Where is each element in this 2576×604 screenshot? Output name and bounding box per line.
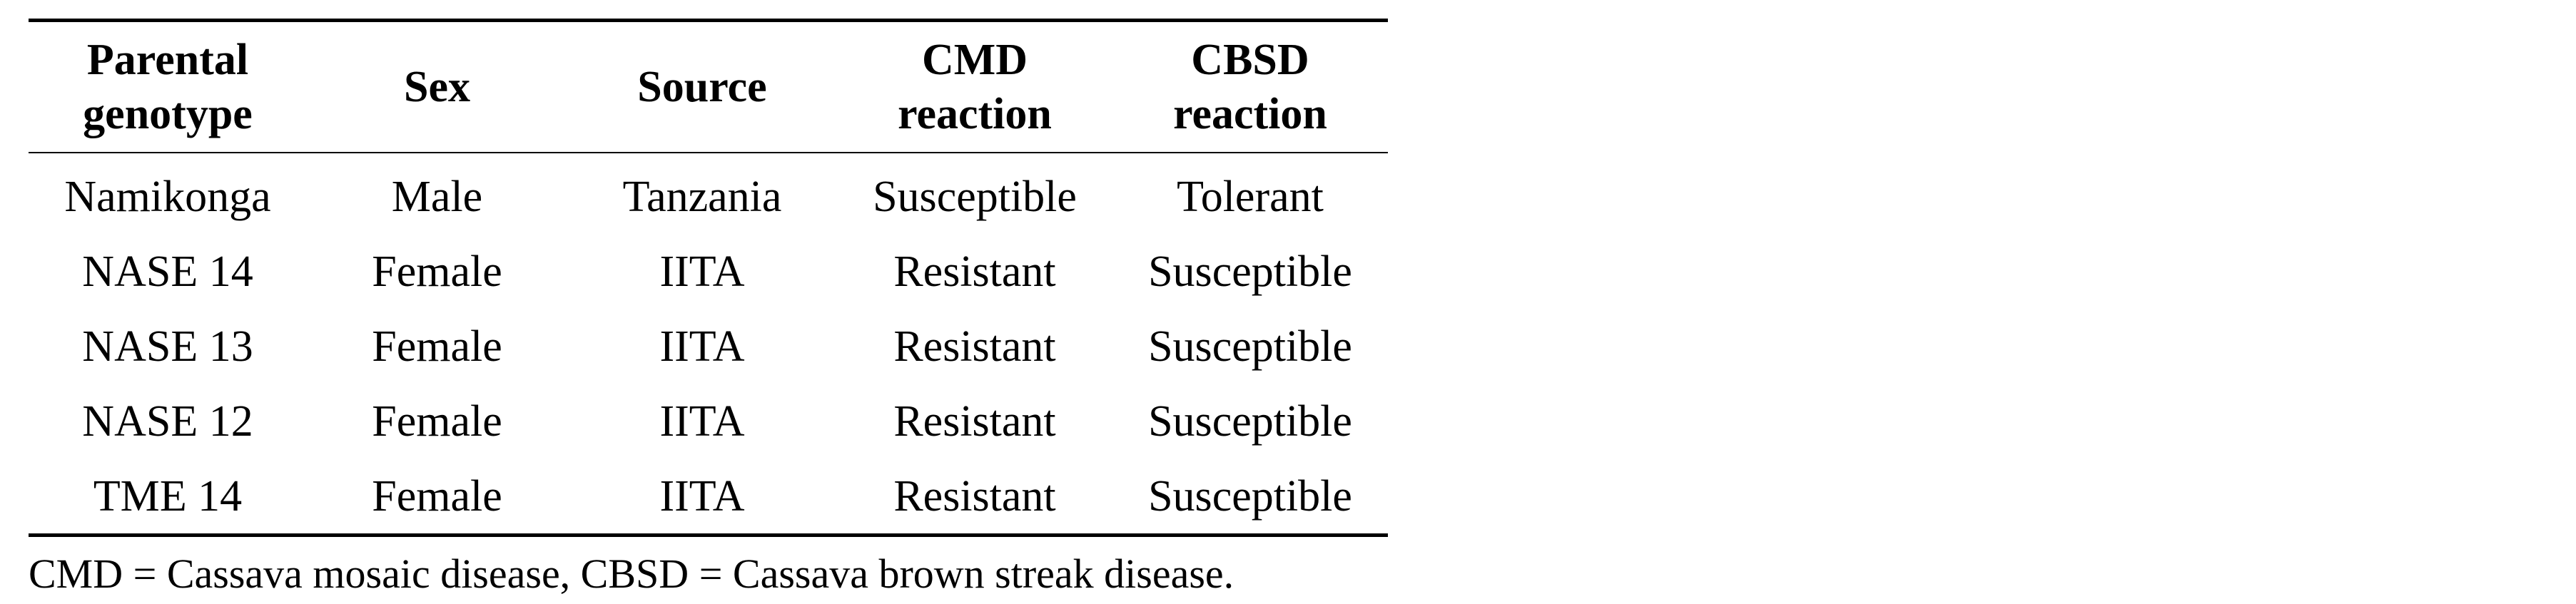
cell-cmd-reaction: Resistant [893, 247, 1056, 296]
cell-cmd-reaction: Resistant [893, 396, 1056, 446]
cell-cbsd-reaction: Susceptible [1148, 396, 1352, 446]
header-line: genotype [83, 90, 253, 138]
header-line: CMD [921, 36, 1028, 84]
cell-genotype: NASE 14 [82, 247, 253, 296]
cell-cmd-reaction: Susceptible [873, 172, 1077, 221]
table-row: Namikonga Male Tanzania Susceptible Tole… [29, 153, 1388, 234]
data-table: Parental genotype Sex Source CMD reactio… [29, 19, 1388, 537]
header-sex: Sex [307, 21, 567, 153]
parental-genotype-table: Parental genotype Sex Source CMD reactio… [29, 19, 1388, 537]
cell-sex: Male [391, 172, 483, 221]
cell-genotype: TME 14 [93, 471, 243, 521]
table-body: Namikonga Male Tanzania Susceptible Tole… [29, 153, 1388, 536]
header-source: Source [567, 21, 837, 153]
header-cmd-reaction: CMD reaction [837, 21, 1112, 153]
header-parental-genotype: Parental genotype [29, 21, 307, 153]
header-line: reaction [1173, 90, 1327, 138]
cell-source: IITA [659, 396, 745, 446]
cell-source: IITA [659, 247, 745, 296]
cell-sex: Female [372, 247, 502, 296]
header-line: Parental [86, 36, 249, 84]
cell-cbsd-reaction: Susceptible [1148, 471, 1352, 521]
cell-genotype: NASE 13 [82, 322, 253, 371]
cell-genotype: NASE 12 [82, 396, 253, 446]
cell-cmd-reaction: Resistant [893, 322, 1056, 371]
cell-source: IITA [659, 471, 745, 521]
cell-cbsd-reaction: Susceptible [1148, 247, 1352, 296]
header-line: CBSD [1191, 36, 1309, 84]
cell-source: IITA [659, 322, 745, 371]
table-footnote: CMD = Cassava mosaic disease, CBSD = Cas… [29, 551, 1234, 597]
cell-sex: Female [372, 471, 502, 521]
table-row: NASE 14 Female IITA Resistant Susceptibl… [29, 234, 1388, 309]
header-cbsd-reaction: CBSD reaction [1112, 21, 1388, 153]
table-row: TME 14 Female IITA Resistant Susceptible [29, 459, 1388, 536]
cell-source: Tanzania [622, 172, 782, 221]
cell-sex: Female [372, 396, 502, 446]
header-line: Source [637, 63, 767, 111]
table-row: NASE 13 Female IITA Resistant Susceptibl… [29, 309, 1388, 384]
header-row: Parental genotype Sex Source CMD reactio… [29, 20, 1388, 153]
cell-sex: Female [372, 322, 502, 371]
table-header: Parental genotype Sex Source CMD reactio… [29, 20, 1388, 153]
header-line: Sex [404, 63, 470, 111]
cell-genotype: Namikonga [64, 172, 271, 221]
header-line: reaction [898, 90, 1052, 138]
cell-cbsd-reaction: Susceptible [1148, 322, 1352, 371]
cell-cbsd-reaction: Tolerant [1177, 172, 1324, 221]
table-row: NASE 12 Female IITA Resistant Susceptibl… [29, 384, 1388, 459]
cell-cmd-reaction: Resistant [893, 471, 1056, 521]
